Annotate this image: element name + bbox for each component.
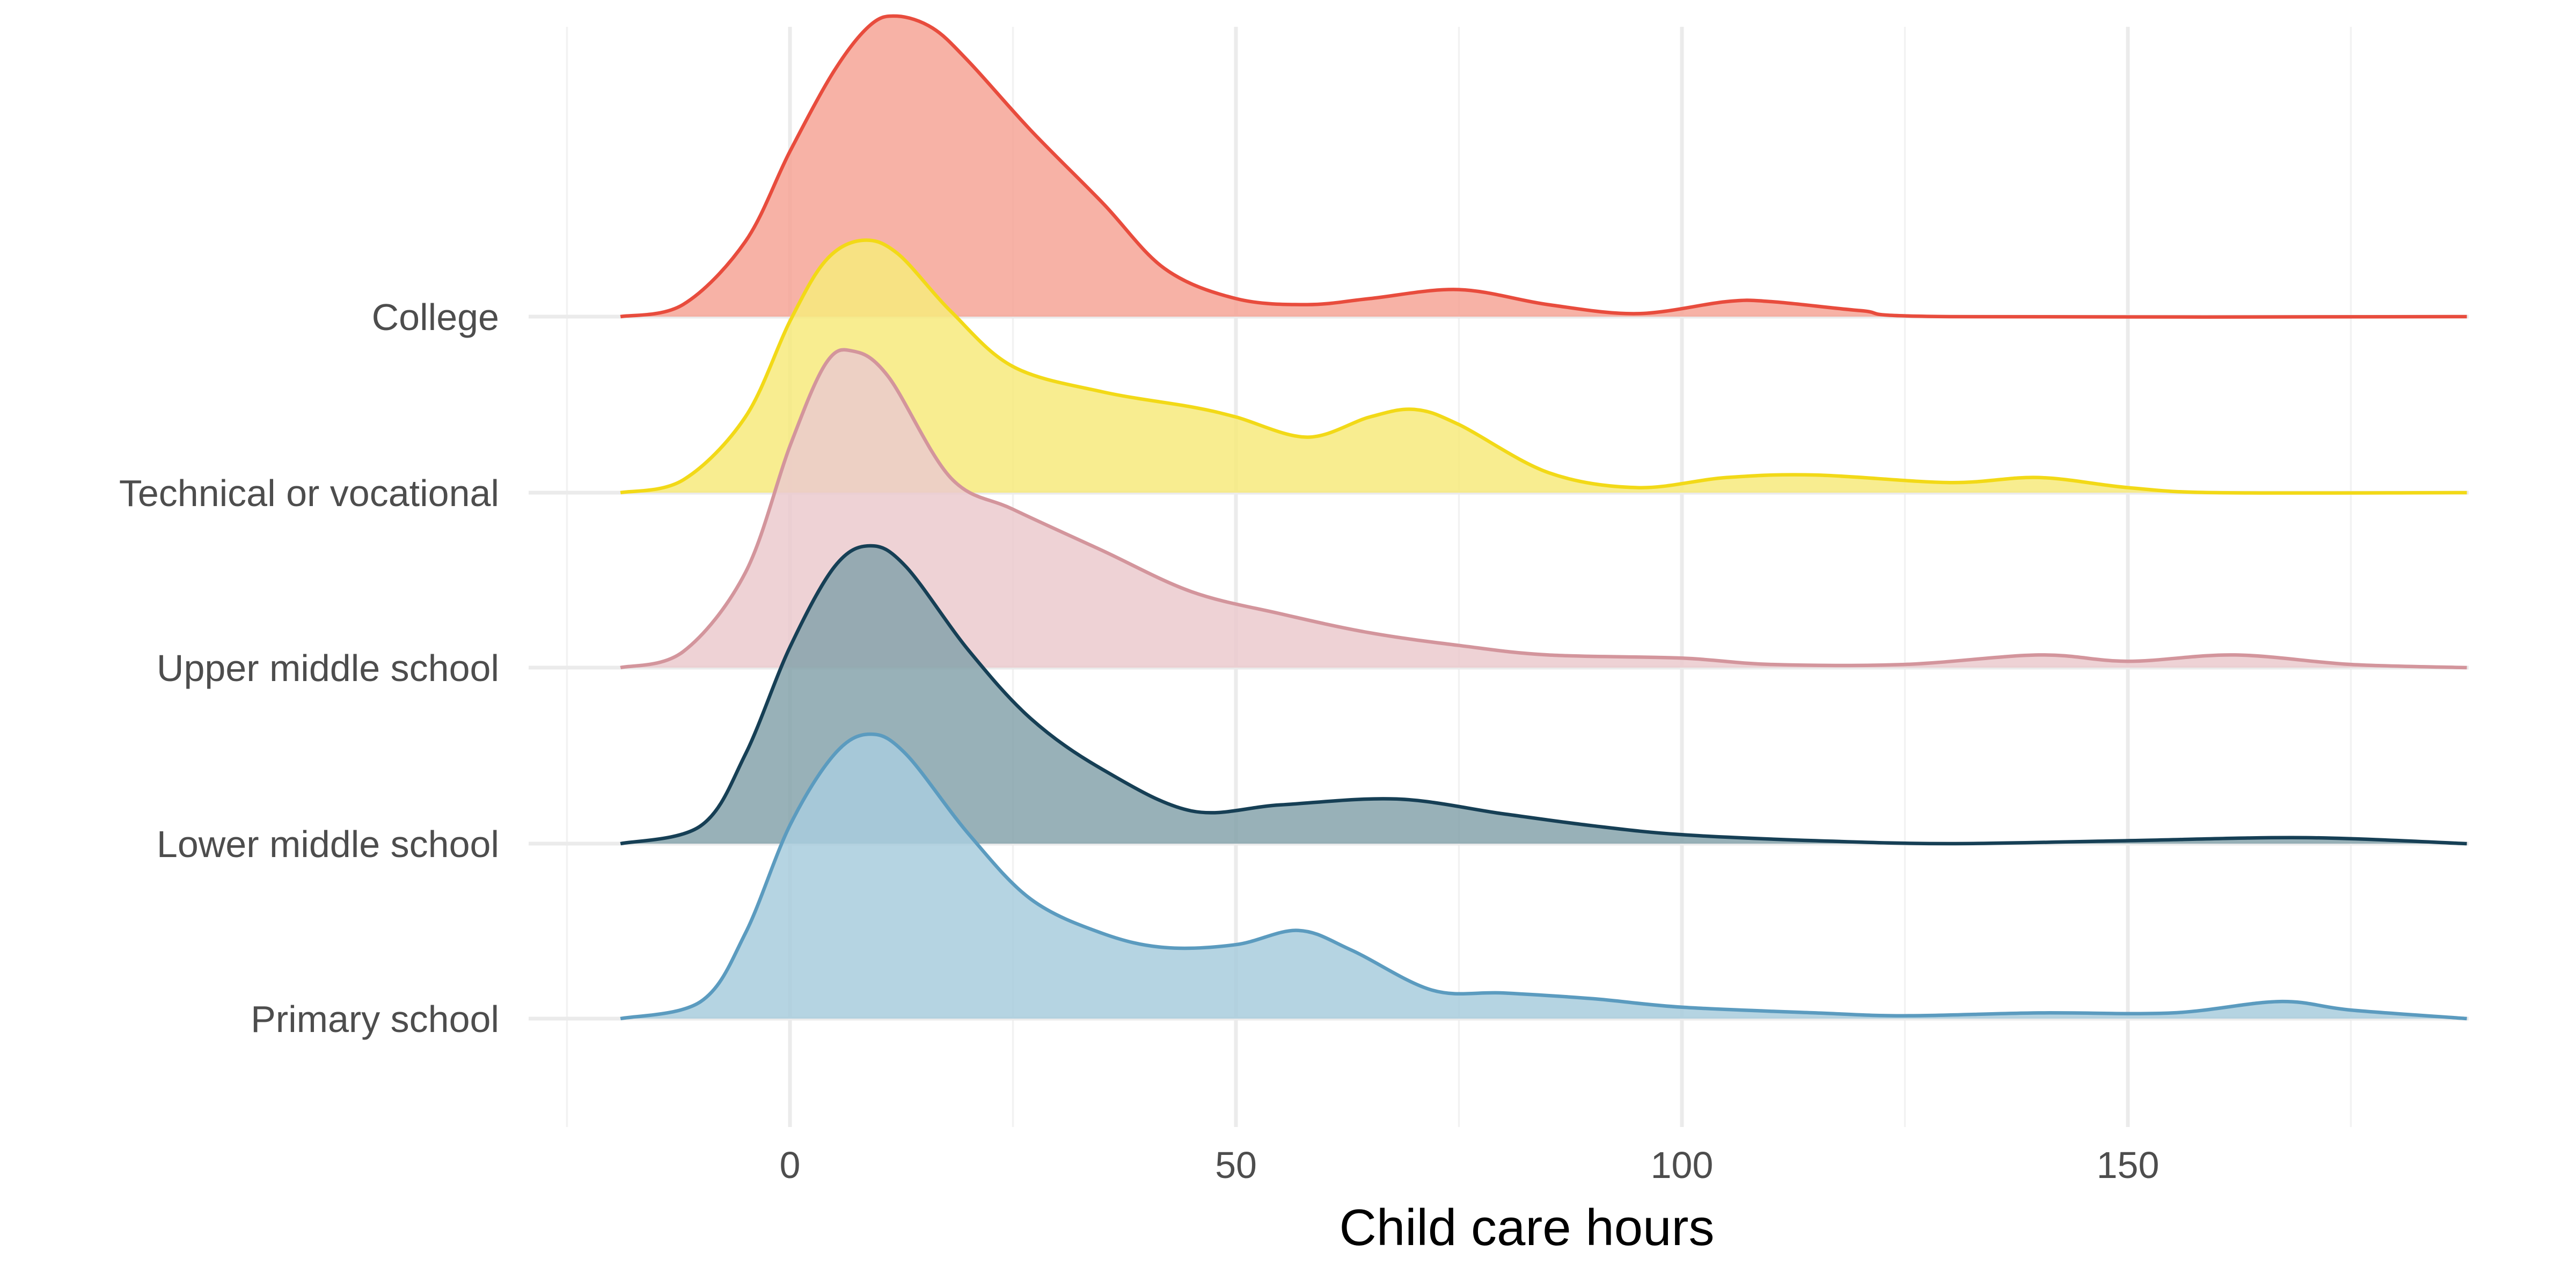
ridge-line <box>620 732 2467 1021</box>
ridge-area <box>620 546 2467 844</box>
y-tick-label: Lower middle school <box>157 823 499 865</box>
x-axis-title: Child care hours <box>1340 1199 1715 1256</box>
ridge-area <box>620 240 2467 493</box>
ridge-line <box>620 238 2467 495</box>
ridge-college <box>620 14 2467 319</box>
y-tick-label: Technical or vocational <box>119 472 499 514</box>
y-tick-label: College <box>372 296 499 338</box>
x-tick-label: 150 <box>2097 1144 2160 1186</box>
ridge-lower-middle-school <box>620 544 2467 846</box>
ridge-area <box>620 734 2467 1019</box>
ridge-upper-middle-school <box>620 348 2467 670</box>
y-tick-label: Primary school <box>251 998 499 1040</box>
ridge-line <box>620 348 2467 670</box>
ridge-area <box>620 16 2467 317</box>
x-tick-label: 0 <box>780 1144 801 1186</box>
y-axis-labels: Primary school Lower middle school Upper m… <box>119 296 499 1040</box>
ridge-line <box>620 544 2467 846</box>
ridge-technical-or-vocational <box>620 238 2467 495</box>
y-tick-label: Upper middle school <box>157 647 499 689</box>
x-tick-label: 100 <box>1651 1144 1714 1186</box>
x-tick-label: 50 <box>1215 1144 1257 1186</box>
ridge-area <box>620 349 2467 668</box>
x-axis-labels: 0 50 100 150 <box>780 1144 2160 1186</box>
ridge-primary-school <box>620 732 2467 1021</box>
ridge-line <box>620 14 2467 319</box>
ridges <box>620 14 2467 1021</box>
